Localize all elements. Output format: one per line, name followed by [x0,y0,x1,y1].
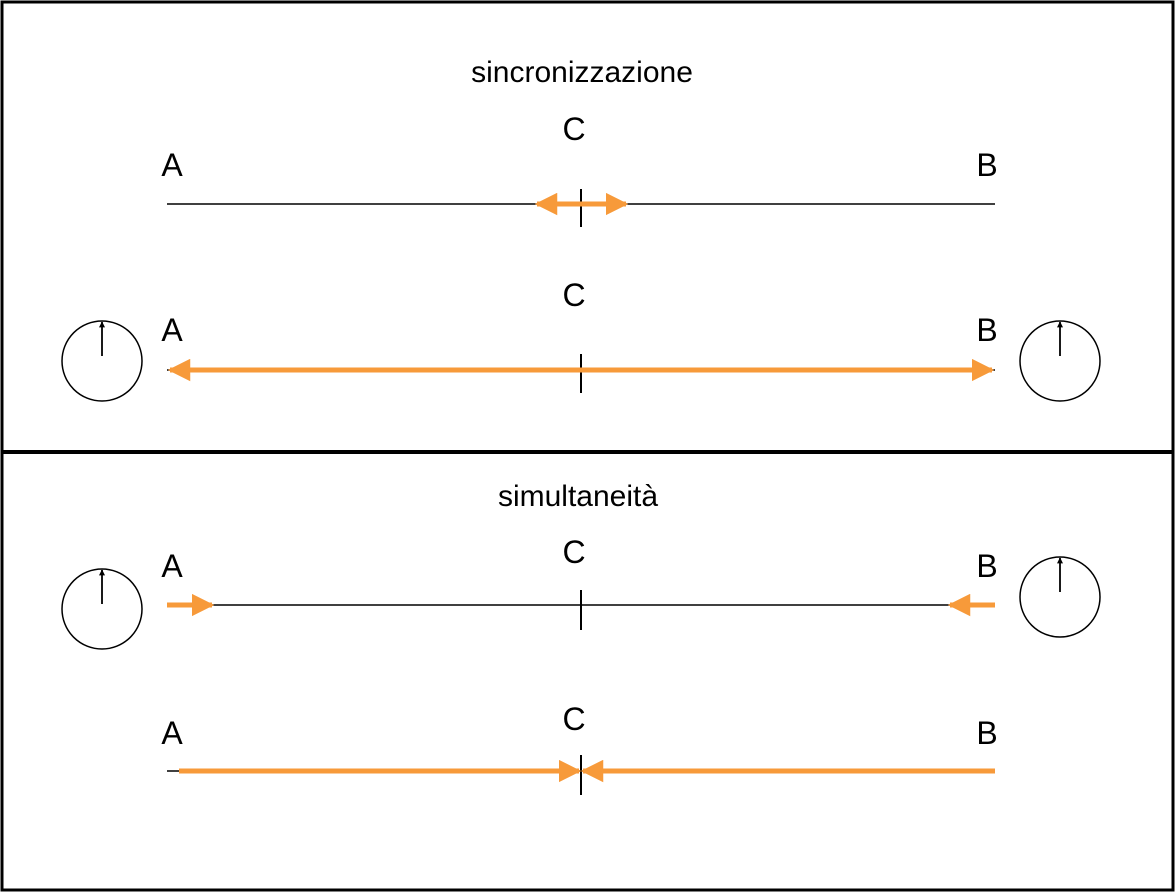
bottom-row1: C A B [61,534,1101,650]
label-c: C [562,701,585,737]
label-c: C [562,111,585,147]
label-b: B [976,548,997,584]
clock-icon [61,568,143,650]
top-row1: C A B [161,111,998,227]
label-c: C [562,277,585,313]
bottom-panel-title: simultaneità [498,480,658,513]
label-a: A [161,548,183,584]
label-b: B [976,147,997,183]
top-row2: C A B [61,277,1101,402]
label-b: B [976,715,997,751]
label-c: C [562,534,585,570]
top-panel: sincronizzazione C A B C A B [61,56,1101,402]
clock-icon [61,320,143,402]
clock-icon [1019,556,1101,638]
clock-icon [1019,320,1101,402]
top-panel-title: sincronizzazione [471,56,693,89]
label-a: A [161,312,183,348]
bottom-row2: C A B [161,701,998,795]
label-a: A [161,715,183,751]
bottom-panel: simultaneità C A B C A B [61,480,1101,795]
label-a: A [161,147,183,183]
label-b: B [976,312,997,348]
